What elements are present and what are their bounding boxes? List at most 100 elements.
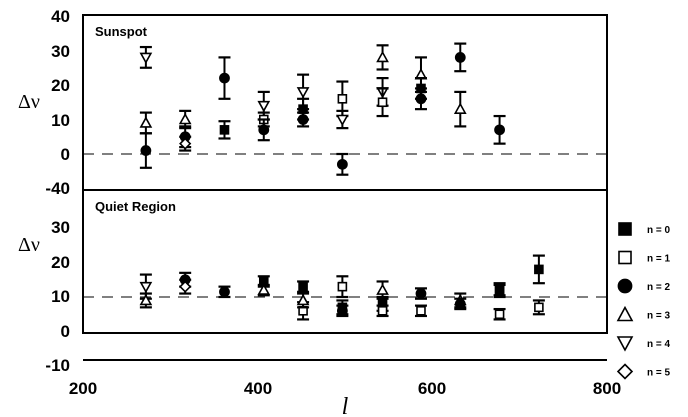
sunspot-data-point — [218, 56, 231, 100]
quiet-region-data-point — [493, 283, 506, 297]
legend: n = 0 n = 1 n = 2 n = 3 n = 4 n = 5 — [616, 222, 671, 380]
x-tick-label: 600 — [418, 379, 446, 398]
marker-filled-square — [494, 285, 505, 295]
legend-label: n = 1 — [647, 254, 671, 265]
marker-filled-circle — [415, 93, 427, 105]
marker-filled-square — [534, 264, 544, 275]
legend-entry: n = 3 — [616, 305, 671, 322]
sunspot-y-tick-label: 10 — [51, 111, 70, 130]
quiet-region-y-tick-labels: 30 20 10 0 -10 — [45, 218, 70, 375]
sunspot-data-point — [453, 90, 467, 128]
quiet-region-data-point — [414, 287, 427, 300]
sunspot-panel-label: Sunspot — [95, 24, 148, 39]
marker-open-diamond — [179, 280, 192, 293]
sunspot-y-tick-label: 20 — [51, 76, 70, 95]
legend-label: n = 5 — [647, 368, 671, 379]
marker-filled-circle — [494, 124, 505, 136]
marker-filled-circle — [336, 305, 348, 317]
marker-open-triangle-up — [257, 283, 271, 295]
sunspot-y-axis-label: Δν — [18, 91, 40, 113]
quiet-region-data-point — [257, 283, 271, 297]
legend-label: n = 0 — [647, 225, 671, 236]
marker-open-triangle-up — [376, 283, 389, 295]
x-axis-label: l — [342, 394, 349, 417]
x-tick-label: 800 — [593, 379, 621, 398]
x-axis: 200 400 600 800 l — [69, 359, 621, 417]
sunspot-y-tick-labels: 40 30 20 10 0 -40 — [45, 7, 70, 198]
legend-entry: n = 5 — [616, 363, 671, 380]
sunspot-data-point — [139, 111, 153, 135]
marker-filled-circle — [415, 288, 427, 299]
quiet-region-data-point — [493, 307, 506, 321]
quiet-region-data-point — [532, 299, 545, 316]
quiet-region-data-point — [376, 304, 389, 318]
quiet-region-data-point — [336, 304, 349, 318]
quiet-region-y-tick-label: 10 — [51, 287, 70, 306]
sunspot-data-point — [336, 109, 349, 130]
sunspot-data-point — [297, 111, 310, 128]
quiet-region-data-point — [336, 275, 349, 299]
marker-filled-circle — [297, 114, 309, 125]
legend-entry: n = 4 — [616, 336, 671, 352]
legend-marker-open-triangle-down — [616, 336, 634, 352]
quiet-region-data-point — [296, 292, 310, 309]
marker-open-square — [337, 94, 348, 104]
quiet-region-panel-label: Quiet Region — [95, 199, 176, 214]
quiet-region-y-tick-label: 30 — [51, 218, 70, 237]
marker-open-triangle-down — [257, 100, 271, 113]
sunspot-y-tick-label: 40 — [51, 7, 70, 26]
legend-entry: n = 1 — [618, 250, 671, 265]
marker-open-square — [416, 305, 426, 316]
quiet-region-y-axis-label: Δν — [18, 234, 40, 256]
quiet-region-panel: Quiet Region Δν 30 20 10 0 -10 — [18, 189, 608, 375]
quiet-region-data-point — [376, 280, 389, 300]
sunspot-data-point — [218, 120, 231, 140]
marker-open-triangle-down — [139, 52, 153, 65]
marker-open-triangle-down — [139, 281, 153, 294]
marker-filled-circle — [140, 145, 152, 156]
marker-filled-circle — [454, 52, 466, 63]
quiet-region-data-point — [218, 285, 231, 299]
quiet-region-data-point — [297, 280, 310, 293]
quiet-region-data-point — [414, 304, 427, 318]
sunspot-data-point — [179, 135, 192, 152]
quiet-region-data-point — [454, 297, 467, 311]
sunspot-data-point — [493, 114, 506, 145]
sunspot-data-point — [414, 87, 427, 111]
sunspot-data-point — [454, 42, 467, 73]
sunspot-data-point — [139, 132, 152, 169]
marker-open-square — [377, 97, 388, 108]
sunspot-y-tick-label: 30 — [51, 42, 70, 61]
sunspot-y-tick-label: -40 — [45, 179, 70, 198]
legend-entry: n = 2 — [617, 278, 671, 294]
legend-marker-filled-circle — [617, 278, 633, 294]
quiet-region-plot-frame — [82, 189, 608, 334]
sunspot-data-point — [376, 44, 389, 71]
legend-entry: n = 0 — [618, 222, 671, 236]
marker-open-triangle-up — [453, 102, 467, 114]
marker-open-triangle-up — [139, 293, 153, 306]
marker-open-triangle-down — [336, 114, 349, 127]
sunspot-panel: Sunspot Δν 40 30 20 10 0 -40 — [18, 7, 608, 198]
sunspot-data-point — [376, 87, 389, 118]
sunspot-data-point — [139, 45, 153, 69]
sunspot-data-point — [336, 152, 349, 176]
legend-label: n = 3 — [647, 311, 671, 322]
legend-marker-open-diamond — [616, 363, 634, 380]
sunspot-data-point — [257, 118, 270, 142]
sunspot-y-tick-label: 0 — [61, 145, 70, 164]
quiet-region-y-tick-label: -10 — [45, 356, 70, 375]
marker-open-triangle-up — [376, 50, 389, 63]
marker-open-triangle-up — [139, 116, 153, 128]
marker-open-triangle-down — [296, 87, 310, 99]
quiet-region-data-point — [139, 292, 153, 309]
quiet-region-data-point — [139, 273, 153, 300]
marker-open-square — [494, 309, 505, 320]
quiet-region-data-point — [532, 254, 545, 285]
legend-label: n = 2 — [647, 282, 671, 293]
x-tick-label: 200 — [69, 379, 97, 398]
marker-filled-circle — [336, 158, 348, 170]
marker-filled-circle — [258, 124, 270, 136]
legend-label: n = 4 — [647, 339, 671, 350]
